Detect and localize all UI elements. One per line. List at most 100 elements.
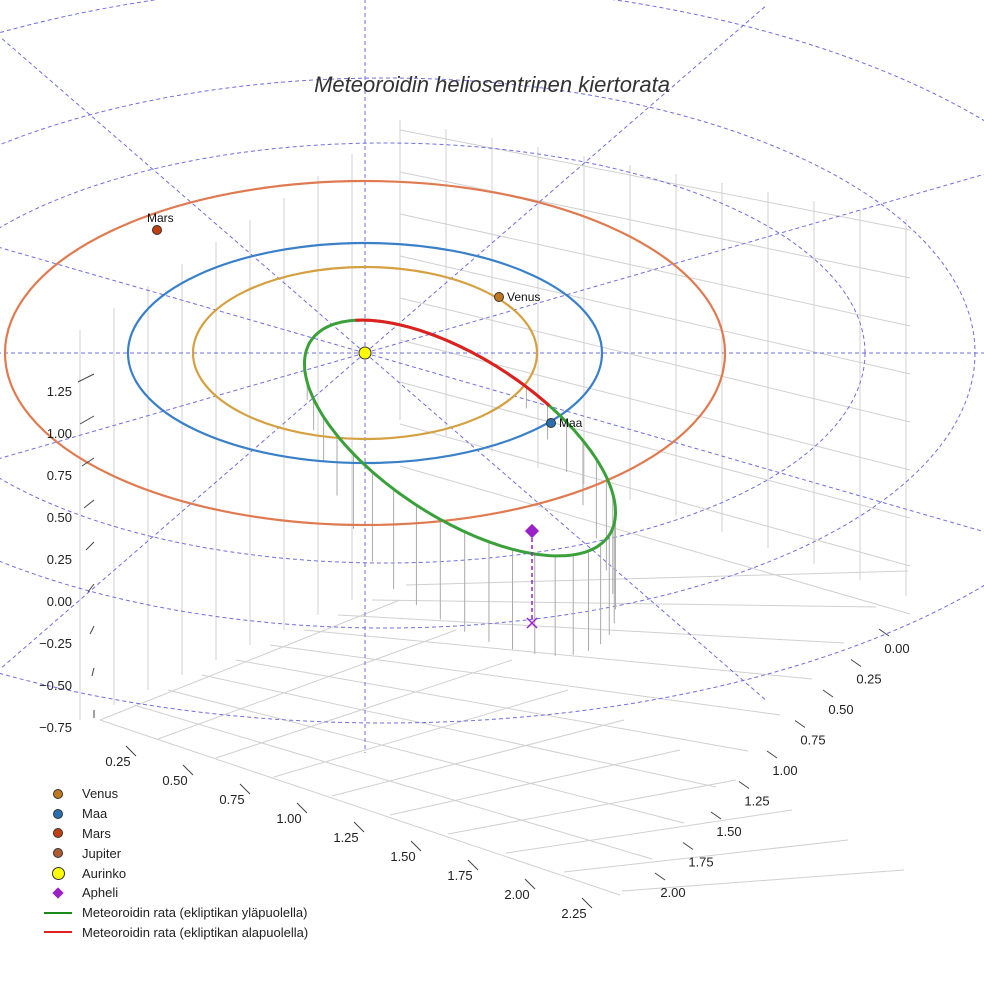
z-tick-label: 1.00 [47,426,72,441]
legend-swatch [38,906,78,920]
x-tick-label: 1.50 [390,849,415,864]
grid-line [235,659,749,752]
legend-marker-icon [44,931,72,934]
z-tick-label: −0.50 [39,678,72,693]
planet-label-venus: Venus [507,290,540,304]
legend-item: Meteoroidin rata (ekliptikan yläpuolella… [38,903,308,923]
legend: Venus Maa Mars Jupiter Aurinko Apheli Meteoroi… [38,784,308,942]
z-tick [85,541,95,551]
grid-line [371,599,877,608]
z-tick-label: 0.25 [47,552,72,567]
legend-label: Apheli [82,885,119,901]
orbit-venus [191,265,539,441]
grid-line [157,629,457,740]
legend-item: Meteoroidin rata (ekliptikan alapuolella… [38,923,308,943]
legend-item: Venus [38,784,308,804]
legend-label: Jupiter [82,845,122,861]
grid-line [399,255,911,375]
y-tick-label: 0.25 [856,672,881,687]
grid-line [167,689,685,824]
z-tick-label: 0.00 [47,594,72,609]
legend-item: Aurinko [38,863,308,883]
grid-line [399,171,911,279]
x-tick-label: 1.25 [333,830,358,845]
x-tick-label: 0.25 [105,754,130,769]
y-tick [682,842,694,850]
legend-item: Mars [38,824,308,844]
x-tick [125,745,137,757]
x-tick-label: 0.75 [219,792,244,807]
grid-line [399,381,911,519]
legend-marker-icon [53,848,63,859]
legend-item: Maa [38,804,308,824]
grid-line [563,839,849,873]
x-tick [182,764,194,776]
z-tick [77,373,95,383]
y-tick [738,781,750,789]
ecliptic-ring [0,142,866,564]
x-tick-label: 0.50 [162,773,187,788]
ecliptic-spoke [364,173,984,354]
legend-marker-icon [53,828,63,839]
legend-label: Mars [82,825,111,841]
x-tick-label: 1.75 [447,868,472,883]
ecliptic-spoke [0,247,366,354]
z-tick-label: 1.25 [47,384,72,399]
legend-marker-icon [52,887,64,899]
axes-grid [79,120,911,896]
grid-line [399,465,911,615]
grid-line [447,779,737,835]
z-tick [83,499,95,509]
legend-swatch [38,866,78,880]
legend-label: Maa [82,806,108,822]
grid-line [133,704,653,860]
y-tick [822,689,834,698]
meteoroid-orbit-above [303,318,617,558]
x-tick [581,897,593,909]
z-tick-label: 0.50 [47,510,72,525]
ecliptic-spoke [364,352,984,533]
legend-swatch [38,787,78,801]
legend-marker-icon [44,911,72,914]
y-tick-label: 0.00 [884,641,909,656]
legend-swatch [38,886,78,900]
legend-swatch [38,826,78,840]
grid-line [405,570,909,586]
legend-label: Meteoroidin rata (ekliptikan yläpuolella… [82,905,308,921]
axis-ticks: 1.251.000.750.500.250.00−0.25−0.50−0.750… [39,373,910,921]
orbit-maa [126,241,604,465]
x-tick-label: 1.00 [276,811,301,826]
legend-label: Aurinko [82,865,127,881]
ecliptic-spoke [364,352,766,700]
planet-label-mars: Mars [147,211,174,225]
grid-line [99,599,401,721]
planet-marker-mars [152,225,162,235]
z-tick [89,625,95,635]
aphelion-projection-marker [526,617,538,629]
meteoroid-orbit [303,318,617,558]
x-tick-label: 2.00 [504,887,529,902]
x-tick [239,783,251,795]
grid-line [269,644,781,716]
orbit-projection-stems [306,382,616,656]
legend-item: Jupiter [38,843,308,863]
y-tick [794,720,806,728]
planet-label-maa: Maa [559,416,583,430]
sun-marker [358,346,372,360]
y-tick [654,872,666,881]
x-tick [524,878,536,890]
z-tick [87,583,95,593]
grid-line [399,213,911,327]
markers: Venus Maa Mars [147,211,583,629]
y-tick-label: 1.75 [688,855,713,870]
grid-line [215,659,513,759]
y-tick [766,750,778,759]
legend-swatch [38,846,78,860]
y-tick [710,811,722,820]
orbit-mars [3,179,727,527]
meteoroid-orbit-below [355,318,551,408]
planet-orbits [3,179,727,527]
grid-line [505,809,793,854]
x-tick-label: 2.25 [561,906,586,921]
